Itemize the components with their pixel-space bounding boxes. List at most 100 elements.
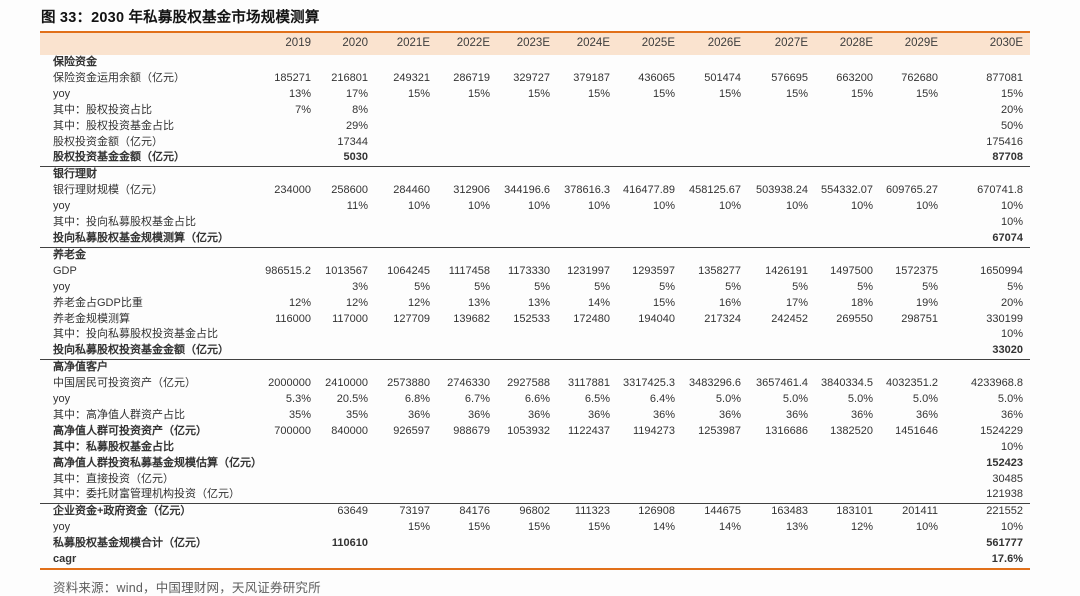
value-cell: 15%	[587, 87, 610, 100]
value-cell	[557, 456, 617, 472]
value-cell: 13%	[467, 296, 490, 309]
value-cell	[375, 150, 437, 168]
value-cell: 5.0%	[847, 393, 873, 406]
value-cell: 17344	[337, 135, 368, 148]
value-cell	[262, 520, 318, 536]
value-cell: 121938	[945, 487, 1030, 505]
value-cell	[557, 327, 617, 343]
value-cell	[880, 487, 945, 505]
value-cell	[815, 536, 880, 552]
table-row: cagr 17.6%	[40, 552, 1030, 569]
table-row: GDP 986515.2 1013567 1064245 1117458 1173330 1…	[40, 264, 1030, 280]
value-cell: 3840334.5	[821, 377, 873, 390]
value-cell	[557, 55, 617, 71]
value-cell	[262, 55, 318, 71]
row-label: 高净值客户	[53, 361, 108, 374]
value-cell	[262, 552, 318, 569]
value-cell: 36%	[1000, 408, 1023, 421]
value-cell	[880, 119, 945, 135]
section-header-row: 养老金	[40, 247, 1030, 263]
value-cell	[557, 343, 617, 361]
value-cell	[437, 167, 497, 183]
value-cell: 242452	[771, 312, 808, 325]
value-cell: 29%	[345, 119, 368, 132]
value-cell: 344196.6	[504, 184, 550, 197]
value-cell: 35%	[288, 408, 311, 421]
value-cell	[262, 327, 318, 343]
value-cell	[617, 150, 682, 168]
value-cell: 986515.2	[265, 264, 311, 277]
value-cell	[880, 247, 945, 263]
value-cell: 216801	[331, 71, 368, 84]
value-cell	[617, 167, 682, 183]
row-label: 企业资金+政府资金（亿元）	[53, 505, 192, 518]
value-cell: 762680	[901, 71, 938, 84]
value-cell	[880, 327, 945, 343]
row-label: yoy	[53, 393, 71, 406]
value-cell	[318, 360, 375, 376]
value-cell: 116000	[275, 312, 311, 325]
value-cell	[617, 119, 682, 135]
table-row: 其中：股权投资基金占比 29% 50%	[40, 119, 1030, 135]
value-cell	[682, 55, 748, 71]
value-cell	[437, 215, 497, 231]
value-cell: 201411	[902, 505, 938, 518]
value-cell	[262, 150, 318, 168]
value-cell	[437, 119, 497, 135]
value-cell	[262, 440, 318, 456]
value-cell: 329727	[513, 71, 550, 84]
row-label: 其中：私募股权基金占比	[53, 440, 174, 453]
value-cell: 15%	[407, 87, 430, 100]
value-cell	[682, 552, 748, 569]
value-cell: 183101	[836, 505, 873, 518]
value-cell	[748, 215, 815, 231]
value-cell: 10%	[652, 200, 675, 213]
value-cell	[437, 135, 497, 151]
value-cell	[617, 472, 682, 488]
value-cell: 14%	[652, 521, 675, 534]
row-label: 投向私募股权投资基金金额（亿元）	[40, 343, 262, 361]
value-cell: 33020	[945, 343, 1030, 361]
value-cell: 12%	[288, 296, 311, 309]
value-cell	[497, 440, 557, 456]
value-cell	[375, 343, 437, 361]
value-cell: 144675	[704, 505, 741, 518]
value-cell: 4233968.8	[971, 377, 1023, 390]
value-cell	[497, 472, 557, 488]
value-cell	[375, 167, 437, 183]
row-label: 其中：投向私募股权投资基金占比	[53, 328, 218, 341]
value-cell: 2746330	[447, 377, 490, 390]
value-cell: 5%	[725, 280, 741, 293]
value-cell: 988679	[453, 424, 490, 437]
value-cell: 1231997	[567, 264, 610, 277]
value-cell	[262, 343, 318, 361]
value-cell	[375, 456, 437, 472]
table-row: 其中：投向私募股权投资基金占比 10%	[40, 327, 1030, 343]
value-cell: 1053932	[507, 424, 550, 437]
value-cell	[375, 55, 437, 71]
value-cell	[262, 135, 318, 151]
table-row: 养老金规模测算 116000 117000 127709 139682 152533 172…	[40, 312, 1030, 328]
value-cell	[682, 167, 748, 183]
value-cell	[557, 552, 617, 569]
value-cell: 458125.67	[689, 184, 741, 197]
value-cell: 18%	[850, 296, 873, 309]
row-label: 其中：股权投资占比	[53, 103, 152, 116]
value-cell: 67074	[945, 230, 1030, 248]
section-header-row: 高净值客户	[40, 360, 1030, 376]
value-cell	[815, 552, 880, 569]
value-cell: 1572375	[895, 264, 938, 277]
value-cell	[682, 247, 748, 263]
value-cell	[437, 150, 497, 168]
value-cell: 19%	[915, 296, 938, 309]
value-cell	[617, 247, 682, 263]
value-cell	[375, 135, 437, 151]
value-cell	[815, 327, 880, 343]
table-row: 投向私募股权投资基金金额（亿元） 33020	[40, 343, 1030, 361]
value-cell	[318, 520, 375, 536]
value-cell: 20.5%	[336, 393, 368, 406]
value-cell: 11%	[346, 200, 368, 213]
value-cell	[262, 456, 318, 472]
table-row: yoy 13% 17% 15% 15% 15% 15% 15% 15% 15% 15% 15% 15%	[40, 87, 1030, 103]
value-cell	[682, 215, 748, 231]
